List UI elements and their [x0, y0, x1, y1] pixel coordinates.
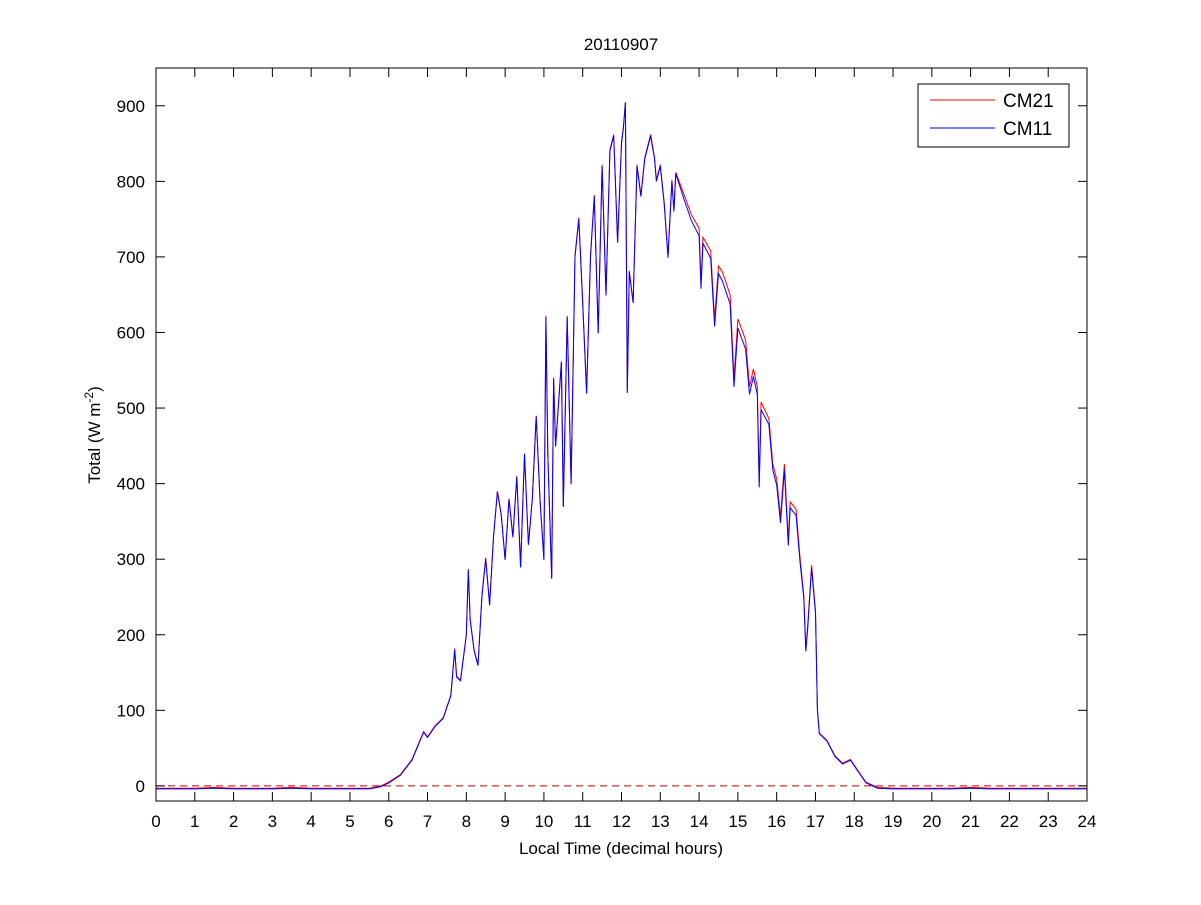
x-tick-label: 8 — [462, 812, 471, 831]
x-tick-label: 14 — [690, 812, 709, 831]
x-tick-label: 18 — [845, 812, 864, 831]
y-tick-label: 200 — [117, 626, 145, 645]
x-axis: 0 1 2 3 4 5 6 7 8 9 10 11 12 13 14 15 16 17 18 19 20 21 22 23 24 — [151, 68, 1096, 831]
y-tick-label: 600 — [117, 323, 145, 342]
legend-label-cm21: CM21 — [1003, 91, 1054, 112]
plot-marks — [156, 101, 1087, 790]
x-tick-label: 0 — [151, 812, 160, 831]
x-axis-label: Local Time (decimal hours) — [519, 839, 723, 858]
y-tick-label: 100 — [117, 701, 145, 720]
x-tick-label: 5 — [345, 812, 354, 831]
x-tick-label: 24 — [1078, 812, 1097, 831]
legend-label-cm11: CM11 — [1003, 119, 1052, 140]
x-tick-label: 15 — [728, 812, 747, 831]
y-tick-label: 400 — [117, 475, 145, 494]
x-tick-label: 6 — [384, 812, 393, 831]
x-tick-label: 11 — [574, 812, 592, 831]
x-tick-label: 21 — [961, 812, 980, 831]
y-axis: 0 100 200 300 400 500 600 700 800 900 — [117, 97, 1087, 796]
x-tick-label: 20 — [922, 812, 941, 831]
x-tick-label: 23 — [1039, 812, 1058, 831]
y-tick-label: 700 — [117, 248, 145, 267]
x-tick-label: 10 — [534, 812, 553, 831]
y-tick-label: 800 — [117, 172, 145, 191]
x-tick-label: 13 — [651, 812, 670, 831]
y-axis-label: Total (W m-2) — [82, 386, 104, 484]
x-tick-label: 1 — [190, 812, 199, 831]
y-axis-label-close: ) — [85, 386, 104, 392]
y-tick-label: 500 — [117, 399, 145, 418]
series-line-cm11 — [156, 102, 1087, 790]
x-tick-label: 12 — [612, 812, 631, 831]
x-tick-label: 17 — [806, 812, 825, 831]
y-axis-label-main: Total (W m — [85, 403, 104, 484]
legend-box — [917, 83, 1070, 148]
x-tick-label: 19 — [884, 812, 903, 831]
x-tick-label: 9 — [500, 812, 509, 831]
y-tick-label: 900 — [117, 97, 145, 116]
x-tick-label: 2 — [229, 812, 238, 831]
legend: CM21 CM11 — [917, 83, 1070, 148]
x-tick-label: 4 — [306, 812, 315, 831]
y-tick-label: 0 — [136, 777, 145, 796]
x-tick-label: 7 — [423, 812, 432, 831]
chart-title: 20110907 — [584, 35, 658, 54]
x-tick-label: 16 — [767, 812, 786, 831]
y-tick-label: 300 — [117, 550, 145, 569]
x-tick-label: 22 — [1000, 812, 1019, 831]
x-tick-label: 3 — [268, 812, 277, 831]
y-axis-label-superscript: -2 — [82, 392, 96, 403]
